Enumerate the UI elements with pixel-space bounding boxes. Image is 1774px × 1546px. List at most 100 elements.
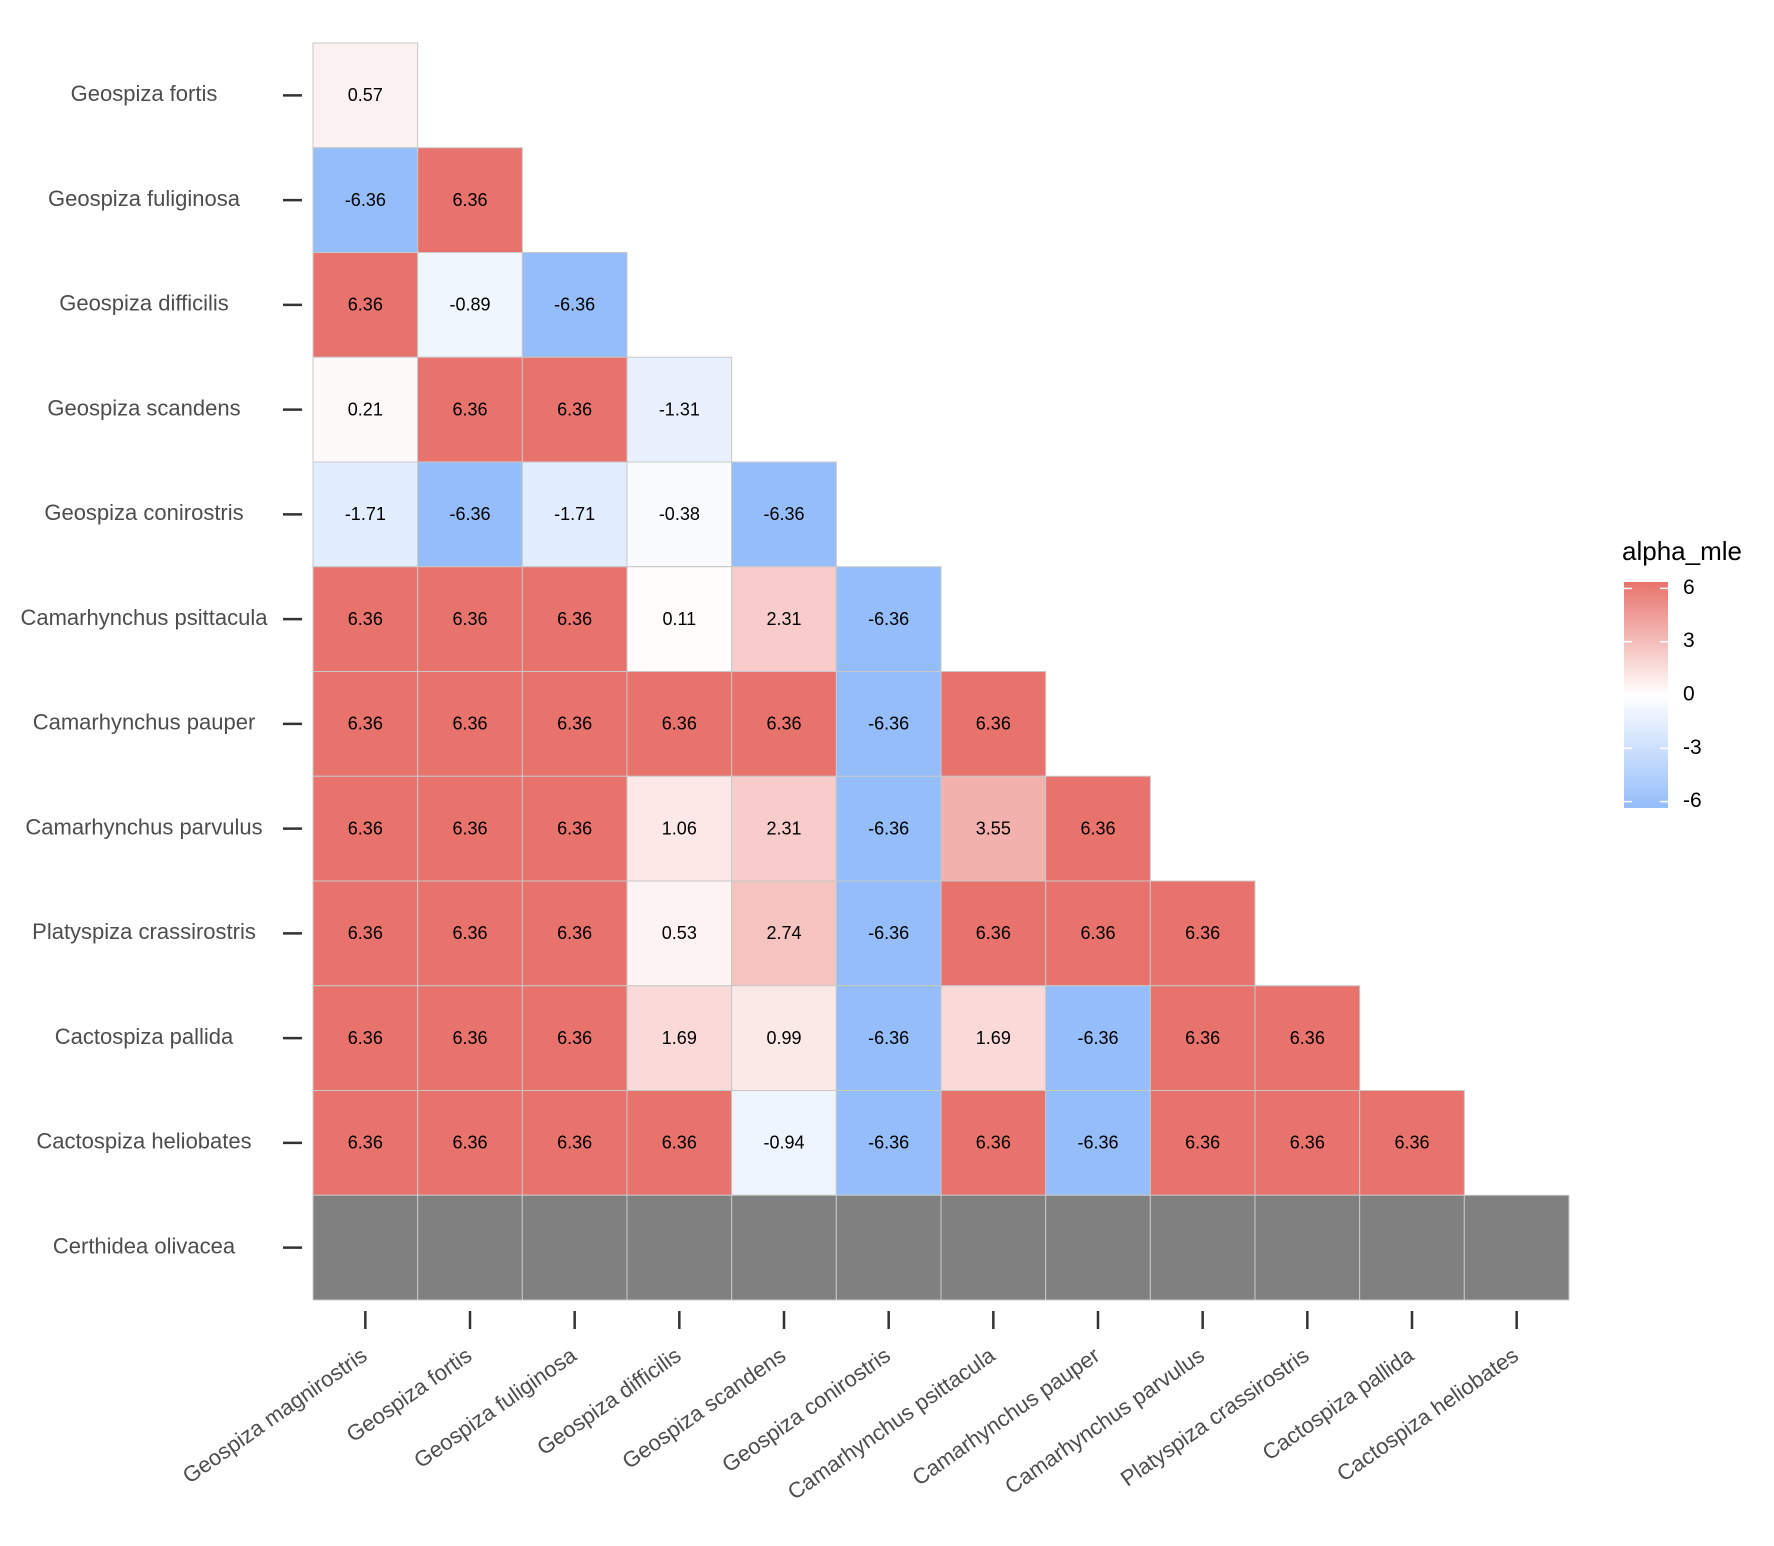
heatmap-cell xyxy=(1045,775,1151,882)
heatmap-cell xyxy=(417,461,523,568)
heatmap-cell xyxy=(835,671,942,777)
heatmap-cell xyxy=(940,880,1047,987)
heatmap-cell xyxy=(312,147,419,253)
cell-label: 1.69 xyxy=(662,1028,697,1048)
cell-label: -1.71 xyxy=(554,504,595,524)
heatmap-cell xyxy=(835,566,942,672)
x-tick-label: Camarhynchus psittacula xyxy=(783,1342,1000,1505)
cell-label: 6.36 xyxy=(1394,1133,1429,1153)
cell-label: 1.69 xyxy=(976,1028,1011,1048)
heatmap-cell xyxy=(731,985,837,1091)
cell-label: 6.36 xyxy=(1080,818,1115,838)
heatmap-cell xyxy=(312,880,419,987)
heatmap-cell xyxy=(1149,985,1256,1091)
cell-label: 6.36 xyxy=(348,714,383,734)
heatmap-cell xyxy=(417,1194,523,1301)
x-tick-label: Camarhynchus parvulus xyxy=(1000,1342,1209,1499)
heatmap-cell xyxy=(1045,985,1151,1091)
cell-label: -0.38 xyxy=(659,504,700,524)
heatmap-cell xyxy=(417,671,523,777)
cell-label: 6.36 xyxy=(557,609,592,629)
heatmap-cell xyxy=(940,671,1047,777)
heatmap-cell xyxy=(521,461,628,568)
cell-label: -1.31 xyxy=(659,399,700,419)
x-tick-label: Geospiza conirostris xyxy=(717,1342,895,1477)
heatmap-cell xyxy=(417,356,523,463)
y-tick-label: Geospiza fuliginosa xyxy=(48,186,241,211)
heatmap-cell xyxy=(626,1090,733,1196)
heatmap-cell xyxy=(312,42,419,149)
cell-label: 6.36 xyxy=(452,714,487,734)
heatmap-cell xyxy=(417,1090,523,1196)
heatmap-cell xyxy=(1149,1194,1256,1301)
cell-label: 3.55 xyxy=(976,818,1011,838)
cell-label: 6.36 xyxy=(766,714,801,734)
cell-label: 6.36 xyxy=(452,609,487,629)
heatmap-cell xyxy=(626,356,733,463)
cell-label: -6.36 xyxy=(868,1133,909,1153)
cell-label: 2.74 xyxy=(766,923,801,943)
cell-label: 6.36 xyxy=(452,1133,487,1153)
y-tick-label: Geospiza fortis xyxy=(71,81,218,106)
heatmap-cell xyxy=(312,252,419,358)
heatmap-cell xyxy=(835,880,942,987)
heatmap-cell xyxy=(1359,1194,1465,1301)
cell-label: -6.36 xyxy=(868,818,909,838)
cell-label: -0.94 xyxy=(763,1133,804,1153)
y-tick-label: Camarhynchus psittacula xyxy=(20,605,268,630)
heatmap-cell xyxy=(940,1090,1047,1196)
heatmap-cell xyxy=(835,985,942,1091)
heatmap-cell xyxy=(626,671,733,777)
cell-label: 0.11 xyxy=(662,609,696,629)
cell-label: 1.06 xyxy=(662,818,697,838)
y-tick-label: Camarhynchus pauper xyxy=(33,710,256,735)
cell-label: 6.36 xyxy=(348,1028,383,1048)
cell-label: 6.36 xyxy=(1290,1028,1325,1048)
heatmap-cell xyxy=(1463,1194,1570,1301)
y-tick-label: Geospiza conirostris xyxy=(44,500,243,525)
cell-label: 0.99 xyxy=(766,1028,801,1048)
heatmap-cell xyxy=(731,461,837,568)
heatmap-cell xyxy=(417,252,523,358)
heatmap-cell xyxy=(312,1090,419,1196)
heatmap-cell xyxy=(312,985,419,1091)
cell-label: -6.36 xyxy=(868,609,909,629)
y-tick-label: Geospiza difficilis xyxy=(59,291,229,316)
cell-label: 6.36 xyxy=(348,923,383,943)
legend-tick-label: 0 xyxy=(1683,683,1695,706)
y-tick-label: Cactospiza pallida xyxy=(55,1024,234,1049)
legend-tick-label: -6 xyxy=(1683,789,1702,812)
cell-label: 6.36 xyxy=(662,1133,697,1153)
cell-label: 2.31 xyxy=(766,609,801,629)
heatmap-cell xyxy=(1149,880,1256,987)
cell-label: -6.36 xyxy=(763,504,804,524)
cell-label: 6.36 xyxy=(1290,1133,1325,1153)
y-tick-label: Cactospiza heliobates xyxy=(36,1129,251,1154)
cell-label: -6.36 xyxy=(868,1028,909,1048)
cell-label: 0.21 xyxy=(348,399,383,419)
cell-label: 6.36 xyxy=(1185,1028,1220,1048)
cell-label: -6.36 xyxy=(868,923,909,943)
cell-label: 6.36 xyxy=(348,818,383,838)
heatmap-cell xyxy=(521,985,628,1091)
heatmap-cell xyxy=(835,1194,942,1301)
heatmap-cell xyxy=(1254,985,1361,1091)
heatmap-cell xyxy=(1045,1194,1151,1301)
legend-title: alpha_mle xyxy=(1622,536,1742,566)
heatmap-cell xyxy=(417,880,523,987)
legend-tick-label: 6 xyxy=(1683,576,1695,599)
cell-label: -6.36 xyxy=(1077,1133,1118,1153)
y-tick-label: Platyspiza crassirostris xyxy=(32,919,256,944)
cell-label: 6.36 xyxy=(557,923,592,943)
cell-label: 6.36 xyxy=(557,1028,592,1048)
cell-label: 6.36 xyxy=(452,1028,487,1048)
y-tick-label: Certhidea olivacea xyxy=(53,1233,236,1258)
cell-label: -1.71 xyxy=(345,504,386,524)
heatmap-cell xyxy=(1149,1090,1256,1196)
heatmap-cell xyxy=(626,1194,733,1301)
cell-label: 6.36 xyxy=(976,1133,1011,1153)
heatmap-cell xyxy=(731,1194,837,1301)
cell-label: 6.36 xyxy=(557,714,592,734)
